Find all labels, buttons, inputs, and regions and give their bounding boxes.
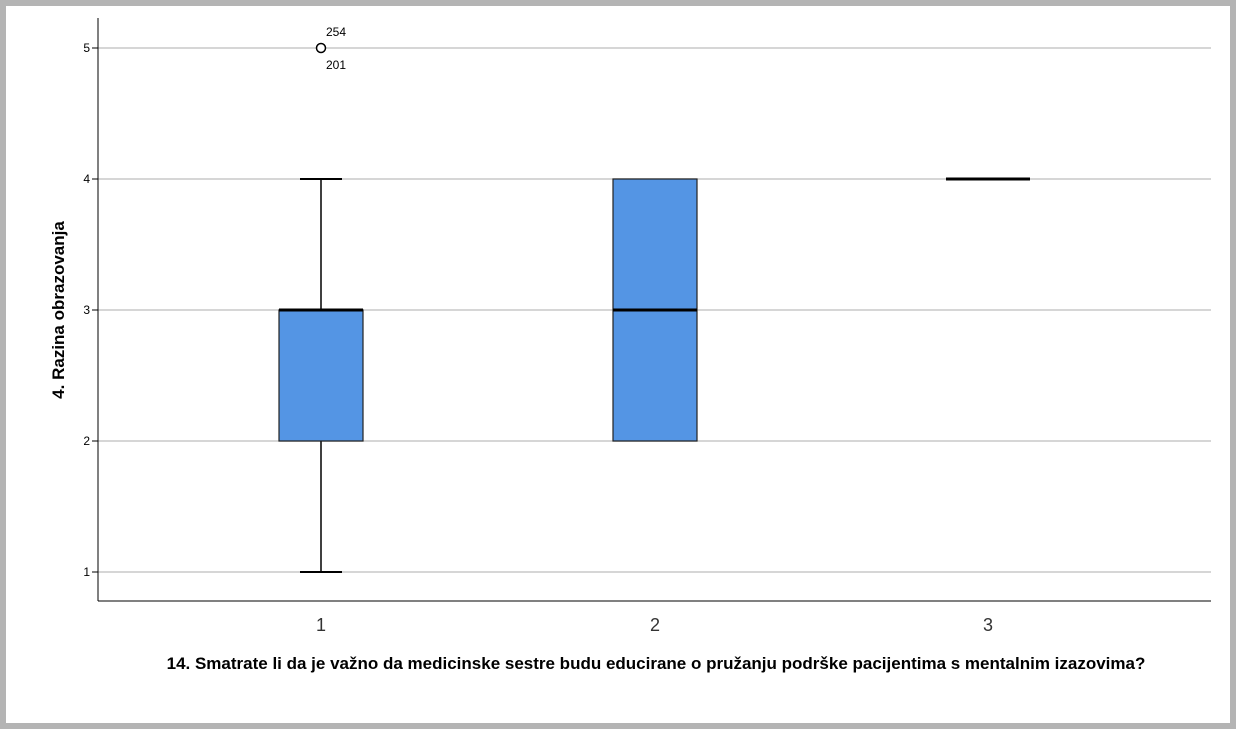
x-tick-label: 1 <box>316 615 326 635</box>
outlier-point <box>315 42 327 54</box>
axes <box>92 18 1211 602</box>
y-tick-label: 3 <box>83 303 90 317</box>
box-group <box>612 178 698 442</box>
y-tick-labels: 1 2 3 4 5 <box>83 41 90 579</box>
y-tick-label: 5 <box>83 41 90 55</box>
outlier-label: 254 <box>326 25 346 39</box>
x-tick-labels: 1 2 3 <box>316 615 993 635</box>
y-tick-label: 1 <box>83 565 90 579</box>
box-iqr <box>278 309 364 442</box>
box-group: 254 201 <box>278 25 364 573</box>
x-tick-label: 2 <box>650 615 660 635</box>
y-tick-label: 2 <box>83 434 90 448</box>
x-tick-label: 3 <box>983 615 993 635</box>
y-tick-label: 4 <box>83 172 90 186</box>
outlier-label: 201 <box>326 58 346 72</box>
x-axis-title: 14. Smatrate li da je važno da medicinsk… <box>166 654 1146 673</box>
boxes: 254 201 <box>278 25 1030 573</box>
y-axis-title: 4. Razina obrazovanja <box>49 221 68 399</box>
